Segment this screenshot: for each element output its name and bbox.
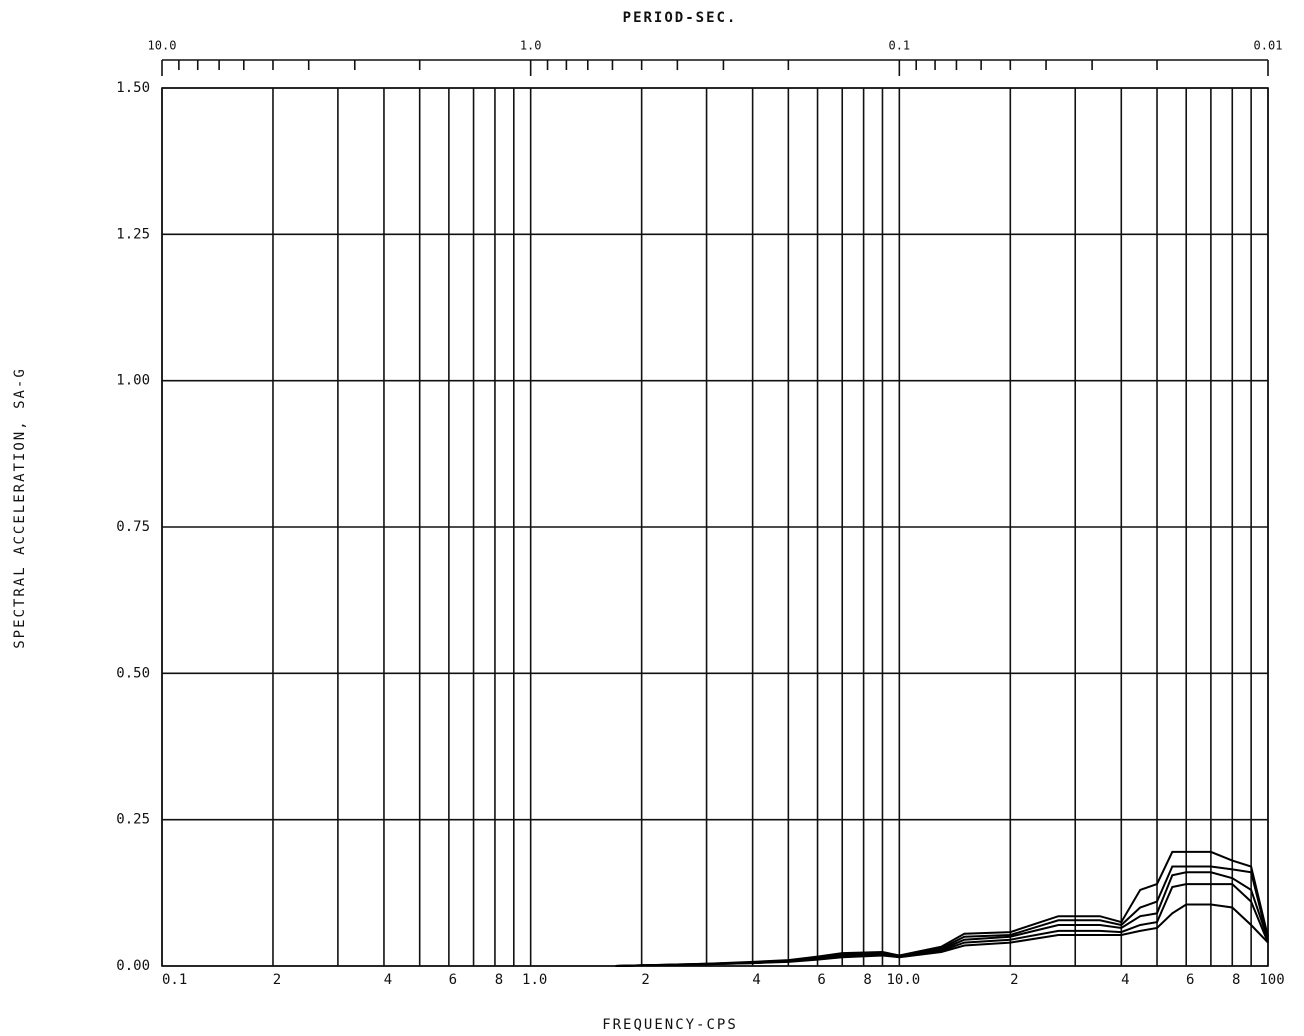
x-tick-label: 0.1 [162, 972, 187, 988]
y-tick-label: 1.00 [116, 373, 150, 389]
x-tick-label: 8 [495, 972, 503, 988]
y-tick-label: 1.25 [116, 226, 150, 242]
x-tick-label: 10.0 [886, 972, 920, 988]
top-tick-label: 1.0 [520, 39, 542, 53]
x-tick-label: 6 [1186, 972, 1194, 988]
x-tick-label: 4 [1121, 972, 1129, 988]
top-tick-label: 0.01 [1254, 39, 1283, 53]
x-tick-label: 4 [752, 972, 760, 988]
x-tick-label: 4 [384, 972, 392, 988]
y-tick-label: 0.50 [116, 665, 150, 681]
x-tick-label: 6 [817, 972, 825, 988]
y-tick-label: 1.50 [116, 80, 150, 96]
top-tick-label: 10.0 [148, 39, 177, 53]
y-tick-label: 0.75 [116, 519, 150, 535]
x-tick-label: 6 [449, 972, 457, 988]
curve [615, 903, 1269, 967]
curve [615, 883, 1269, 967]
x-tick-label: 100 [1259, 972, 1284, 988]
x-tick-label: 8 [1232, 972, 1240, 988]
y-tick-label: 0.25 [116, 812, 150, 828]
x-tick-label: 8 [863, 972, 871, 988]
x-tick-label: 2 [273, 972, 281, 988]
top-tick-label: 0.1 [888, 39, 910, 53]
x-axis-label: FREQUENCY-CPS [602, 1017, 738, 1033]
y-tick-label: 0.00 [116, 958, 150, 974]
y-axis-label: SPECTRAL ACCELERATION, SA-G [12, 367, 28, 649]
x-tick-label: 2 [641, 972, 649, 988]
x-tick-label: 2 [1010, 972, 1018, 988]
top-axis-title: PERIOD-SEC. [623, 10, 738, 26]
x-tick-label: 1.0 [522, 972, 547, 988]
